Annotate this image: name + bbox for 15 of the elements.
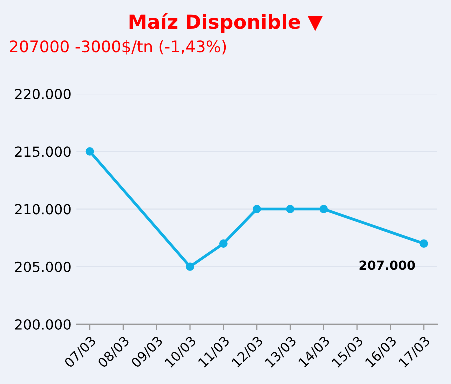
annotation: 207.000 — [360, 260, 416, 270]
y-tick-label: 210.000 — [15, 204, 71, 215]
point — [252, 205, 262, 214]
chart-subtitle: 207000 -3000$/tn (-1,43%) — [10, 40, 226, 55]
point — [219, 240, 228, 248]
point — [286, 205, 295, 214]
y-tick-label: 200.000 — [15, 319, 71, 330]
point — [186, 262, 194, 272]
chart-title: Maíz Disponible ▼ — [130, 13, 323, 34]
point — [420, 240, 428, 248]
point — [86, 148, 94, 156]
y-tick-label: 215.000 — [15, 146, 71, 158]
y-tick-label: 205.000 — [15, 262, 71, 272]
y-tick-label: 220.000 — [15, 89, 71, 100]
point — [320, 205, 328, 214]
